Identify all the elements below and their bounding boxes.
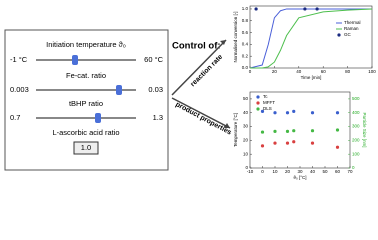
point (335, 111, 340, 115)
sliders: Initiation temperature ϑ₀ -1 °C 60 °C Fe… (10, 40, 164, 155)
x-tick-label: 0 (249, 69, 252, 74)
y2-axis-label: Particle Size [nm] (362, 112, 367, 147)
x-axis-label: Time [min] (301, 75, 322, 80)
legend-label: Thermal (344, 20, 361, 25)
y2-tick-label: 400 (352, 110, 360, 115)
point (310, 111, 315, 115)
point (285, 141, 290, 145)
point (260, 144, 265, 148)
line (249, 8, 372, 69)
input-box[interactable] (73, 141, 99, 155)
y-axis-label: Normalised conversion [-] (233, 11, 238, 62)
legend-marker (337, 33, 341, 37)
point (292, 140, 296, 144)
legend-label: GC (344, 32, 352, 37)
x-tick-label: 80 (345, 69, 351, 74)
point (260, 130, 265, 134)
figure: Initiation temperature ϑ₀ -1 °C 60 °C Fe… (4, 5, 376, 180)
y-tick-label: 1.0 (242, 6, 249, 11)
y2-tick-label: 0 (352, 165, 355, 170)
x-tick-label: 60 (321, 69, 327, 74)
input-label: L-ascorbic acid ratio (52, 128, 119, 137)
arrow (171, 39, 227, 96)
line (250, 8, 373, 69)
y-tick-label: 40 (243, 110, 249, 115)
x-tick-label: 20 (272, 69, 278, 74)
point (260, 109, 265, 113)
y-tick-label: 0.6 (242, 30, 249, 35)
point (310, 141, 315, 145)
y-tick-label: 50 (243, 96, 249, 101)
y-tick-label: 0.4 (242, 42, 249, 47)
slider-min: 0.003 (10, 85, 29, 94)
y-tick-label: 0.8 (242, 18, 249, 23)
y-tick-label: 0.0 (242, 65, 249, 70)
point (335, 145, 340, 149)
point (335, 128, 340, 132)
point (292, 109, 296, 113)
y-tick-label: 0.2 (242, 53, 249, 58)
slider-min: -1 °C (10, 55, 28, 64)
control-title: Control of: (172, 41, 221, 52)
point (303, 7, 307, 11)
slider-label: Initiation temperature ϑ₀ (46, 40, 126, 49)
slider-label: tBHP ratio (69, 99, 103, 108)
point (310, 129, 315, 133)
y2-tick-label: 100 (352, 151, 360, 156)
input-value: 1.0 (81, 143, 91, 152)
x-tick-label: 70 (347, 169, 353, 174)
legend-marker (256, 95, 260, 99)
slider-thumb[interactable] (116, 85, 122, 95)
arrow-head (220, 40, 226, 45)
point (315, 7, 319, 11)
y-tick-label: 0 (245, 165, 248, 170)
x-tick-label: 40 (296, 69, 302, 74)
point (273, 111, 277, 115)
plot-area (249, 5, 373, 69)
y-tick-label: 20 (243, 138, 249, 143)
legend-label: DLS (263, 106, 272, 111)
slider-min: 0.7 (10, 113, 20, 122)
x-tick-label: -10 (247, 169, 254, 174)
slider-max: 60 °C (144, 55, 163, 64)
point (273, 129, 277, 133)
slider-label: Fe-cat. ratio (66, 71, 106, 80)
arrow-head (224, 123, 230, 128)
legend-label: Raman (344, 26, 359, 31)
x-tick-label: 20 (285, 169, 291, 174)
point (285, 129, 290, 133)
arrow (171, 97, 231, 129)
x-tick-label: 100 (368, 69, 376, 74)
y2-tick-label: 500 (352, 96, 360, 101)
point (254, 7, 258, 11)
slider-thumb[interactable] (72, 55, 78, 65)
x-tick-label: 30 (297, 169, 303, 174)
arrow-label: product properties (174, 101, 232, 136)
legend-label: Tc (263, 94, 268, 99)
y-axis-label: Temperature [°C] (233, 113, 238, 147)
y-tick-label: 10 (243, 151, 249, 156)
x-tick-label: 60 (335, 169, 341, 174)
legend-label: MFFT (263, 100, 275, 105)
slider-max: 1.3 (153, 113, 163, 122)
point (273, 141, 277, 145)
y-tick-label: 30 (243, 124, 249, 129)
legend-marker (256, 101, 260, 105)
x-tick-label: 10 (272, 169, 278, 174)
y2-tick-label: 200 (352, 138, 360, 143)
slider-max: 0.03 (148, 85, 163, 94)
slider-thumb[interactable] (95, 113, 101, 123)
page: Initiation temperature ϑ₀ -1 °C 60 °C Fe… (4, 5, 377, 181)
x-tick-label: 50 (322, 169, 328, 174)
y2-tick-label: 300 (352, 124, 360, 129)
x-axis-label: ϑ₀ [°C] (293, 175, 306, 180)
point (285, 111, 290, 115)
x-tick-label: 40 (310, 169, 316, 174)
legend-marker (256, 107, 260, 111)
x-tick-label: 0 (261, 169, 264, 174)
point (292, 129, 296, 133)
